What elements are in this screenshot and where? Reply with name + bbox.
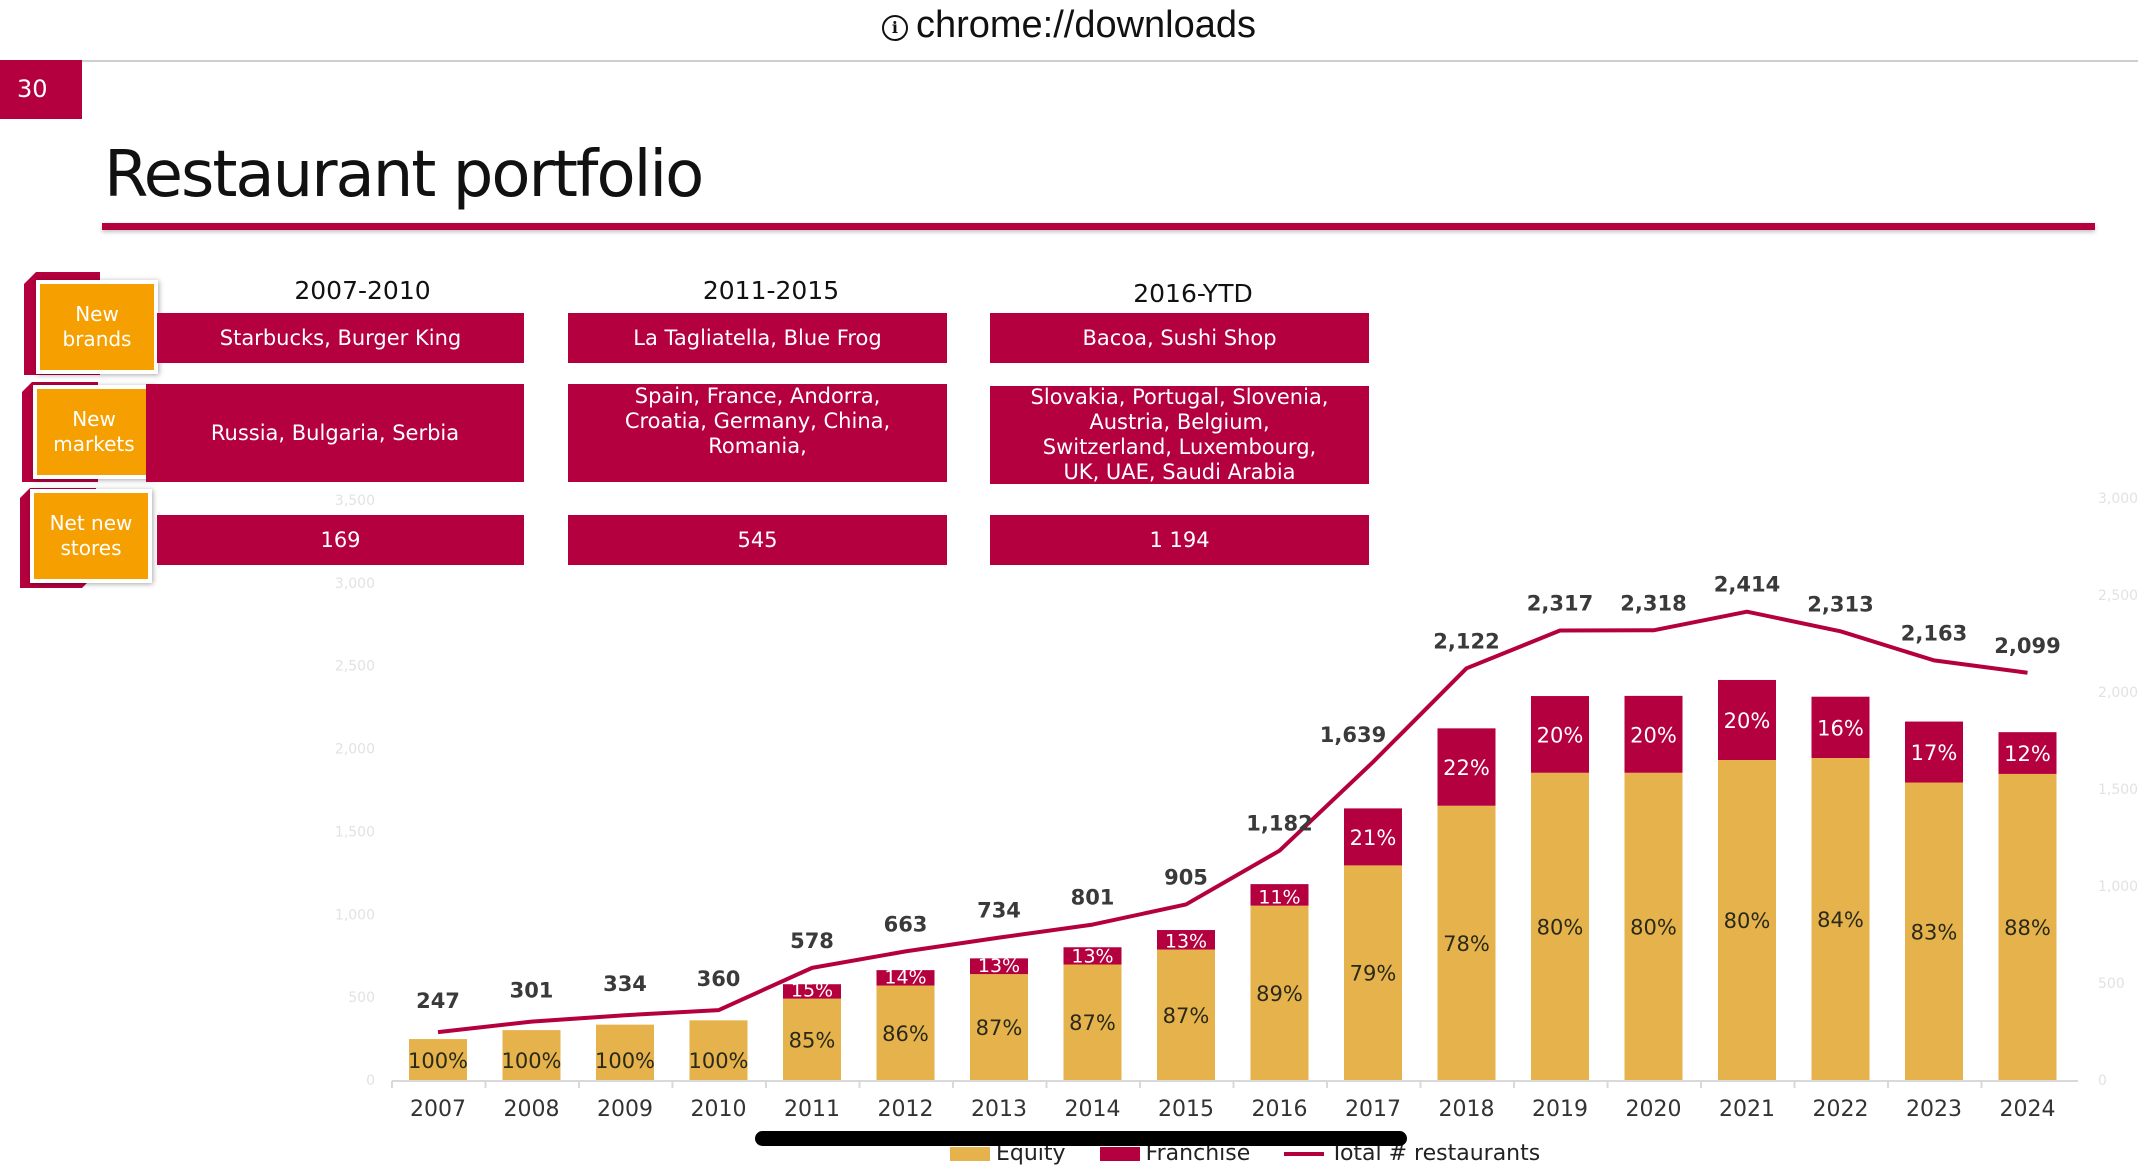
right-axis-tick: 500 — [2098, 976, 2125, 992]
total-value-label: 2,099 — [1994, 634, 2060, 658]
x-axis-label: 2012 — [878, 1097, 934, 1122]
equity-share-label: 83% — [1911, 920, 1958, 944]
total-value-label: 2,317 — [1527, 592, 1593, 616]
left-axis-tick: 3,000 — [335, 576, 375, 592]
equity-share-label: 89% — [1256, 982, 1303, 1006]
total-value-label: 1,639 — [1320, 723, 1386, 747]
total-value-label: 1,182 — [1246, 812, 1312, 836]
x-axis-label: 2011 — [784, 1097, 840, 1122]
x-axis-label: 2013 — [971, 1097, 1027, 1122]
franchise-share-label: 13% — [1071, 945, 1113, 967]
franchise-share-label: 20% — [1724, 709, 1771, 733]
total-value-label: 663 — [884, 912, 928, 936]
x-axis-label: 2020 — [1626, 1097, 1682, 1122]
franchise-share-label: 20% — [1630, 723, 1677, 747]
equity-share-label: 78% — [1443, 932, 1490, 956]
x-axis-label: 2017 — [1345, 1097, 1401, 1122]
x-axis-label: 2018 — [1439, 1097, 1495, 1122]
legend-swatch-franchise — [1100, 1147, 1140, 1161]
x-axis-label: 2014 — [1065, 1097, 1121, 1122]
equity-share-label: 84% — [1817, 908, 1864, 932]
right-axis-tick: 1,000 — [2098, 879, 2138, 895]
equity-share-label: 100% — [688, 1049, 748, 1073]
franchise-share-label: 20% — [1537, 723, 1584, 747]
right-axis-tick: 0 — [2098, 1073, 2107, 1089]
equity-share-label: 80% — [1724, 909, 1771, 933]
x-axis-label: 2016 — [1252, 1097, 1308, 1122]
x-axis-label: 2009 — [597, 1097, 653, 1122]
total-value-label: 2,122 — [1433, 629, 1499, 653]
right-axis-tick: 3,000 — [2098, 491, 2138, 507]
total-value-label: 334 — [603, 972, 647, 996]
left-axis-tick: 2,500 — [335, 659, 375, 675]
equity-share-label: 87% — [976, 1016, 1023, 1040]
equity-share-label: 100% — [408, 1049, 468, 1073]
x-axis-label: 2021 — [1719, 1097, 1775, 1122]
right-axis-tick: 1,500 — [2098, 782, 2138, 798]
total-value-label: 360 — [697, 967, 741, 991]
left-axis-tick: 1,500 — [335, 824, 375, 840]
franchise-share-label: 21% — [1350, 826, 1397, 850]
equity-share-label: 86% — [882, 1022, 929, 1046]
x-axis-label: 2015 — [1158, 1097, 1214, 1122]
x-axis-label: 2008 — [504, 1097, 560, 1122]
total-value-label: 2,414 — [1714, 573, 1780, 597]
equity-share-label: 80% — [1537, 915, 1584, 939]
franchise-share-label: 13% — [978, 955, 1020, 977]
equity-share-label: 85% — [789, 1028, 836, 1052]
left-axis-tick: 3,500 — [335, 493, 375, 509]
total-value-label: 734 — [977, 899, 1021, 923]
right-axis-tick: 2,500 — [2098, 588, 2138, 604]
equity-share-label: 100% — [595, 1049, 655, 1073]
left-axis-tick: 1,000 — [335, 907, 375, 923]
franchise-share-label: 13% — [1165, 931, 1207, 953]
total-value-label: 801 — [1071, 886, 1115, 910]
left-axis-tick: 2,000 — [335, 742, 375, 758]
x-axis-label: 2007 — [410, 1097, 466, 1122]
total-value-label: 247 — [416, 989, 460, 1013]
total-value-label: 905 — [1164, 865, 1208, 889]
x-axis-label: 2024 — [2000, 1097, 2056, 1122]
left-axis-tick: 0 — [366, 1073, 375, 1089]
legend-swatch-equity — [950, 1147, 990, 1161]
equity-share-label: 88% — [2004, 916, 2051, 940]
franchise-share-label: 16% — [1817, 716, 1864, 740]
right-axis-tick: 2,000 — [2098, 685, 2138, 701]
franchise-share-label: 17% — [1911, 741, 1958, 765]
total-value-label: 2,318 — [1620, 591, 1686, 615]
legend-swatch-total-line — [1284, 1152, 1324, 1156]
franchise-share-label: 12% — [2004, 742, 2051, 766]
x-axis-label: 2019 — [1532, 1097, 1588, 1122]
x-axis-label: 2010 — [691, 1097, 747, 1122]
equity-share-label: 80% — [1630, 915, 1677, 939]
total-value-label: 301 — [510, 979, 554, 1003]
equity-share-label: 79% — [1350, 962, 1397, 986]
x-axis-label: 2022 — [1813, 1097, 1869, 1122]
equity-share-label: 87% — [1069, 1011, 1116, 1035]
total-value-label: 2,163 — [1901, 621, 1967, 645]
total-restaurants-line — [438, 612, 2028, 1032]
total-value-label: 578 — [790, 929, 834, 953]
equity-share-label: 100% — [501, 1049, 561, 1073]
equity-share-label: 87% — [1163, 1004, 1210, 1028]
left-axis-tick: 500 — [348, 990, 375, 1006]
franchise-share-label: 15% — [791, 980, 833, 1002]
total-value-label: 2,313 — [1807, 592, 1873, 616]
franchise-share-label: 22% — [1443, 756, 1490, 780]
home-indicator[interactable] — [755, 1131, 1407, 1146]
x-axis-label: 2023 — [1906, 1097, 1962, 1122]
franchise-share-label: 11% — [1258, 887, 1300, 909]
franchise-share-label: 14% — [884, 967, 926, 989]
